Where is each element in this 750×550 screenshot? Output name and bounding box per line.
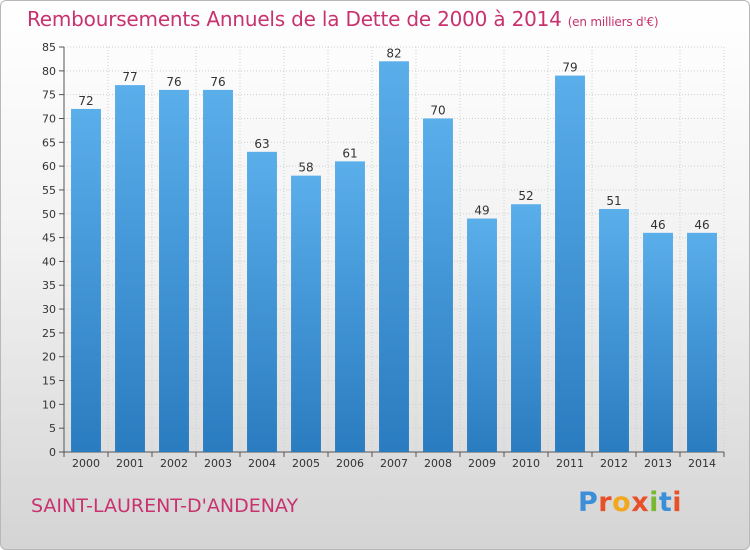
y-tick-label: 30 [42, 303, 56, 316]
y-tick-label: 45 [42, 232, 56, 245]
bar-value-label: 82 [386, 46, 401, 60]
x-tick-label: 2008 [424, 457, 452, 470]
x-tick-label: 2007 [380, 457, 408, 470]
x-tick-label: 2011 [556, 457, 584, 470]
bar-value-label: 72 [78, 94, 93, 108]
logo-letter: r [598, 487, 613, 518]
y-tick-label: 55 [42, 184, 56, 197]
y-tick-label: 85 [42, 41, 56, 54]
commune-name: SAINT-LAURENT-D'ANDENAY [31, 495, 299, 517]
bar-value-label: 76 [210, 75, 225, 89]
y-tick-label: 35 [42, 279, 56, 292]
y-tick-label: 75 [42, 89, 56, 102]
logo-letter: P [578, 487, 599, 518]
y-tick-label: 15 [42, 375, 56, 388]
x-tick-label: 2002 [160, 457, 188, 470]
y-tick-label: 0 [49, 446, 56, 459]
chart-title-text: Remboursements Annuels de la Dette de 20… [27, 7, 562, 31]
y-tick-label: 5 [49, 422, 56, 435]
x-tick-label: 2010 [512, 457, 540, 470]
x-tick-label: 2000 [72, 457, 100, 470]
bar-2011 [555, 75, 585, 453]
y-tick-label: 25 [42, 327, 56, 340]
bar-value-label: 46 [650, 218, 665, 232]
y-tick-label: 70 [42, 112, 56, 125]
bar-value-label: 51 [606, 194, 621, 208]
proxiti-logo[interactable]: Proxiti [578, 487, 682, 518]
x-tick-label: 2014 [688, 457, 716, 470]
y-tick-label: 60 [42, 160, 56, 173]
logo-letter: x [631, 487, 650, 518]
x-tick-label: 2006 [336, 457, 364, 470]
bar-value-label: 79 [562, 61, 577, 75]
bar-2007 [379, 61, 409, 452]
y-tick-label: 65 [42, 136, 56, 149]
bar-2010 [511, 204, 541, 452]
bar-2006 [335, 161, 365, 452]
bar-2000 [71, 108, 101, 453]
y-tick-label: 20 [42, 351, 56, 364]
bar-value-label: 77 [122, 70, 137, 84]
x-tick-label: 2004 [248, 457, 276, 470]
bar-2014 [687, 232, 717, 452]
chart-title: Remboursements Annuels de la Dette de 20… [27, 7, 659, 31]
y-tick-label: 80 [42, 65, 56, 78]
bar-value-label: 70 [430, 103, 445, 117]
bar-2002 [159, 89, 189, 452]
logo-letter: i [649, 487, 659, 518]
bar-value-label: 46 [694, 218, 709, 232]
chart-unit: (en milliers d'€) [567, 15, 659, 29]
bar-2012 [599, 209, 629, 452]
bar-value-label: 61 [342, 146, 357, 160]
x-tick-label: 2001 [116, 457, 144, 470]
x-tick-label: 2012 [600, 457, 628, 470]
bar-2008 [423, 118, 453, 453]
x-tick-label: 2009 [468, 457, 496, 470]
x-tick-label: 2003 [204, 457, 232, 470]
bar-value-label: 76 [166, 75, 181, 89]
bar-2004 [247, 151, 277, 452]
y-tick-label: 50 [42, 208, 56, 221]
y-tick-label: 10 [42, 398, 56, 411]
bar-2009 [467, 218, 497, 452]
x-tick-label: 2005 [292, 457, 320, 470]
bar-value-label: 63 [254, 137, 269, 151]
bar-2003 [203, 89, 233, 452]
x-tick-label: 2013 [644, 457, 672, 470]
bar-value-label: 52 [518, 189, 533, 203]
bar-value-label: 58 [298, 161, 313, 175]
bar-value-label: 49 [474, 204, 489, 218]
bar-2005 [291, 175, 321, 452]
logo-letter: i [672, 487, 683, 518]
logo-letter: t [658, 487, 673, 518]
logo-letter: o [612, 487, 632, 518]
bar-2001 [115, 85, 145, 452]
bar-2013 [643, 232, 673, 452]
y-tick-label: 40 [42, 255, 56, 268]
